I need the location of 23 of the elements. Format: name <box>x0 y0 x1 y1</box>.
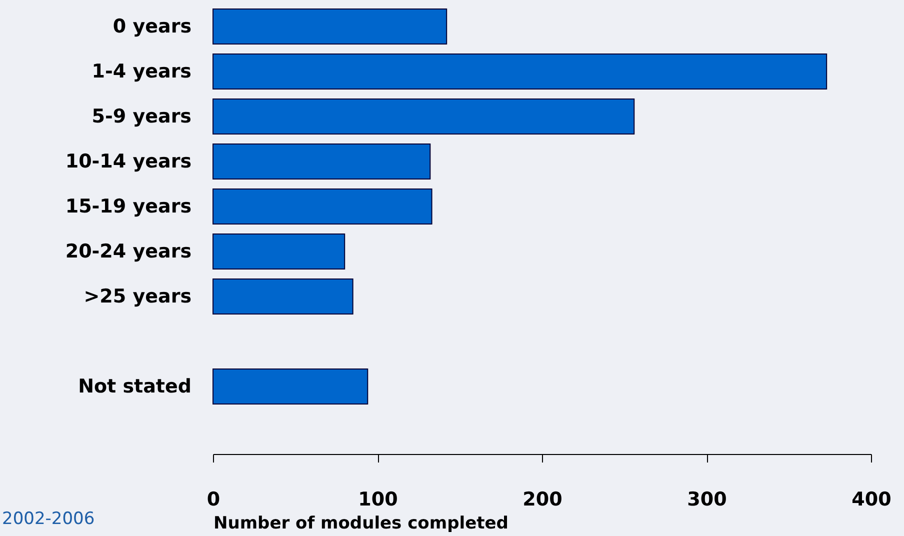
bar <box>212 233 346 270</box>
y-tick-label: 15-19 years <box>65 196 192 218</box>
y-tick-label: 5-9 years <box>92 106 192 128</box>
y-tick-label: 20-24 years <box>65 240 192 262</box>
bar <box>212 8 448 45</box>
y-tick-label: Not stated <box>78 376 192 398</box>
bar <box>212 368 368 405</box>
x-tick-label: 0 <box>206 488 220 510</box>
bar <box>212 278 354 315</box>
bar <box>212 143 431 180</box>
x-tick-label: 100 <box>358 488 398 510</box>
x-tick-label: 300 <box>687 488 727 510</box>
y-tick-label: 0 years <box>112 16 192 38</box>
y-tick-label: >25 years <box>84 286 192 308</box>
text: 2002-2006 <box>2 509 95 529</box>
x-axis-title: Number of modules completed <box>214 514 508 534</box>
bar <box>212 188 432 225</box>
bar <box>212 53 828 90</box>
y-tick-label: 1-4 years <box>92 60 192 82</box>
x-tick-label: 400 <box>852 488 892 510</box>
bar <box>212 98 635 135</box>
y-tick-label: 10-14 years <box>65 150 192 172</box>
x-tick-label: 200 <box>522 488 562 510</box>
